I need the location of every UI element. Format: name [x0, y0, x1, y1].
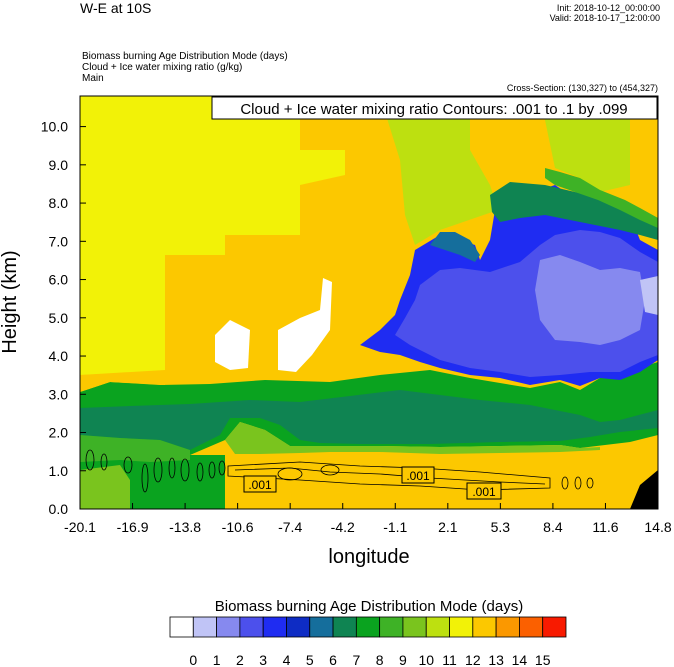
colorbar-swatch: [472, 616, 497, 638]
colorbar-label: 5: [306, 652, 314, 667]
x-tick-label: 5.3: [491, 519, 511, 535]
colorbar-label: 8: [376, 652, 384, 667]
plot-frame: [79, 95, 659, 510]
plot-title: W-E at 10S: [80, 0, 152, 16]
field-description-1: Biomass burning Age Distribution Mode (d…: [82, 51, 288, 62]
colorbar-swatch: [192, 616, 217, 638]
colorbar-label: 12: [465, 652, 481, 667]
field-description-2: Cloud + Ice water mixing ratio (g/kg): [82, 62, 243, 73]
colorbar-label: 4: [283, 652, 291, 667]
x-tick-label: -1.1: [383, 519, 407, 535]
x-tick-label: 2.1: [438, 519, 458, 535]
x-axis-label: longitude: [328, 546, 409, 568]
contour-lines: [85, 449, 594, 493]
contour-info-text: Cloud + Ice water mixing ratio Contours:…: [240, 101, 627, 118]
colorbar: 0 1 2 3 4 5 6 7 8 9 10 11 12 13 14 15: [169, 616, 567, 667]
x-tick-label: -4.2: [331, 519, 355, 535]
colorbar-swatch: [542, 616, 567, 638]
colorbar-label: 14: [512, 652, 528, 667]
colorbar-swatch: [169, 616, 194, 638]
colorbar-label: 3: [259, 652, 267, 667]
y-tick-label: 2.0: [49, 425, 69, 441]
contour-info-box: Cloud + Ice water mixing ratio Contours:…: [211, 96, 658, 120]
colorbar-label: 9: [399, 652, 407, 667]
colorbar-swatch: [402, 616, 427, 638]
y-axis-label: Height (km): [0, 250, 21, 353]
colorbar-label: 0: [189, 652, 197, 667]
x-tick-label: -16.9: [117, 519, 149, 535]
x-tick-label: -13.8: [169, 519, 201, 535]
colorbar-swatch: [309, 616, 334, 638]
colorbar-swatch: [216, 616, 241, 638]
x-tick-label: 14.8: [644, 519, 671, 535]
colorbar-swatch: [379, 616, 404, 638]
x-tick-label: -10.6: [222, 519, 254, 535]
colorbar-swatch: [286, 616, 311, 638]
x-axis: -20.1 -16.9 -13.8 -10.6 -7.4 -4.2 -1.1 2.1 5.3 8.…: [64, 503, 672, 535]
init-time: Init: 2018-10-12_00:00:00: [556, 3, 660, 13]
colorbar-label: 11: [442, 652, 457, 667]
contour-label-1: .001: [248, 478, 272, 492]
y-tick-label: 3.0: [49, 386, 69, 402]
contour-label-3: .001: [472, 485, 496, 499]
valid-time: Valid: 2018-10-17_12:00:00: [549, 13, 660, 23]
y-tick-label: 8.0: [49, 195, 69, 211]
colorbar-swatch: [262, 616, 287, 638]
x-tick-label: -20.1: [64, 519, 96, 535]
colorbar-swatch: [519, 616, 544, 638]
colorbar-swatch: [449, 616, 474, 638]
colorbar-label: 15: [535, 652, 551, 667]
colorbar-label: 6: [329, 652, 337, 667]
colorbar-label: 10: [418, 652, 434, 667]
x-tick-label: 11.6: [592, 519, 618, 535]
colorbar-label: 13: [488, 652, 504, 667]
y-tick-label: 0.0: [49, 501, 69, 517]
x-tick-label: 8.4: [543, 519, 563, 535]
y-tick-label: 10.0: [41, 119, 68, 135]
cross-section-label: Cross-Section: (130,327) to (454,327): [506, 83, 658, 93]
colorbar-label: 1: [213, 652, 221, 667]
colorbar-title: Biomass burning Age Distribution Mode (d…: [215, 598, 523, 615]
y-tick-label: 1.0: [49, 463, 69, 479]
colorbar-swatch: [332, 616, 357, 638]
contour-labels: .001 .001 .001: [243, 466, 502, 500]
colorbar-label: 7: [352, 652, 360, 667]
y-tick-label: 6.0: [49, 272, 69, 288]
x-tick-label: -7.4: [278, 519, 302, 535]
y-tick-label: 7.0: [49, 233, 69, 249]
colorbar-label: 2: [236, 652, 244, 667]
field-description-3: Main: [82, 73, 104, 84]
contour-label-2: .001: [406, 469, 430, 483]
heatmap-field: [80, 96, 658, 509]
colorbar-swatch: [355, 616, 381, 638]
colorbar-swatch: [239, 616, 264, 638]
y-tick-label: 9.0: [49, 157, 69, 173]
colorbar-swatch: [495, 616, 520, 638]
y-tick-label: 5.0: [49, 310, 69, 326]
y-axis: 0.0 1.0 2.0 3.0 4.0 5.0 6.0 7.0 8.0 9.0 10.0: [41, 119, 86, 517]
colorbar-swatch: [425, 616, 450, 638]
y-tick-label: 4.0: [49, 348, 69, 364]
